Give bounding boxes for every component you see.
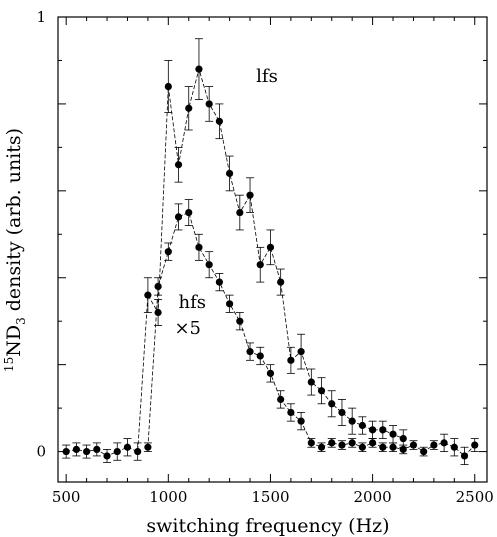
data-point <box>205 100 213 108</box>
data-point <box>471 441 479 449</box>
data-point <box>307 378 315 386</box>
data-point <box>246 191 254 199</box>
x-tick-label: 1000 <box>149 488 187 506</box>
data-point <box>348 439 356 447</box>
annotation-label: ×5 <box>174 318 201 339</box>
data-point <box>287 356 295 364</box>
data-point <box>307 439 315 447</box>
data-point <box>379 443 387 451</box>
data-point <box>266 243 275 251</box>
series-layer <box>62 38 479 466</box>
data-point <box>113 447 121 456</box>
y-axis-title-group: 15ND3 density (arb. units) <box>2 128 28 372</box>
data-point <box>369 439 377 447</box>
x-tick-label: 2000 <box>354 488 392 506</box>
data-point <box>236 208 244 217</box>
data-point <box>266 369 275 377</box>
series-line <box>66 67 404 457</box>
data-point <box>369 426 377 434</box>
data-point <box>226 169 234 178</box>
data-point <box>83 447 91 456</box>
data-point <box>399 434 407 443</box>
data-point <box>144 291 152 299</box>
data-point <box>348 417 356 425</box>
data-point <box>195 65 203 73</box>
y-axis-title-part2: density (arb. units) <box>3 128 25 317</box>
data-point <box>399 445 407 454</box>
series-lfs <box>62 38 408 463</box>
data-point <box>236 317 244 325</box>
data-point <box>195 243 203 251</box>
data-point <box>277 395 285 404</box>
data-point <box>174 161 183 169</box>
data-point <box>430 441 438 449</box>
data-point <box>358 421 366 430</box>
data-point <box>256 261 264 269</box>
data-point <box>389 430 397 438</box>
data-point <box>460 452 469 460</box>
data-point <box>256 352 264 360</box>
data-point <box>144 443 152 451</box>
data-point <box>277 278 285 286</box>
annotation-label: hfs <box>179 292 207 313</box>
y-axis-title-sup: 15 <box>2 357 16 372</box>
data-point <box>62 447 70 456</box>
data-point <box>297 417 305 425</box>
x-tick-label: 2500 <box>456 488 494 506</box>
data-point <box>358 443 366 451</box>
data-point <box>379 426 387 434</box>
data-point <box>338 408 346 417</box>
data-point <box>328 439 336 447</box>
data-point <box>215 117 223 125</box>
data-point <box>164 82 172 91</box>
data-point <box>226 300 234 308</box>
data-point <box>123 443 132 451</box>
data-point <box>317 443 326 451</box>
data-point <box>409 441 418 449</box>
data-point <box>93 445 101 454</box>
data-point <box>389 443 397 451</box>
data-point <box>154 282 162 291</box>
data-point <box>420 447 428 456</box>
data-point <box>164 248 172 256</box>
data-point <box>450 443 458 451</box>
y-axis-title: 15ND3 density (arb. units) <box>2 128 28 372</box>
x-axis-title: switching frequency (Hz) <box>146 515 389 537</box>
axis-ticks <box>58 16 487 482</box>
data-point <box>174 213 183 221</box>
data-point <box>297 348 305 356</box>
data-point <box>317 387 326 395</box>
y-tick-label: 1 <box>36 8 46 26</box>
x-tick-label: 500 <box>52 488 81 506</box>
data-point <box>154 308 162 317</box>
data-point <box>287 408 295 417</box>
data-point <box>205 261 213 269</box>
tick-labels: 500 1000 1500 2000 2500 0 1 <box>36 8 493 506</box>
data-point <box>440 439 448 447</box>
annotations: lfs hfs ×5 <box>174 66 277 339</box>
series-hfs <box>143 199 479 466</box>
y-axis-title-sub: 3 <box>14 317 28 325</box>
data-point <box>246 348 254 356</box>
y-axis-title-part1: ND <box>3 325 25 357</box>
data-point <box>134 447 142 456</box>
y-tick-label: 0 <box>36 443 46 461</box>
data-point <box>328 400 336 408</box>
data-point <box>103 452 111 460</box>
annotation-label: lfs <box>256 66 278 87</box>
data-point <box>72 445 80 454</box>
plot-frame <box>57 16 488 483</box>
data-point <box>185 104 193 112</box>
x-tick-label: 1500 <box>251 488 289 506</box>
data-point <box>215 278 223 286</box>
data-point <box>185 208 193 217</box>
data-point <box>338 441 346 449</box>
